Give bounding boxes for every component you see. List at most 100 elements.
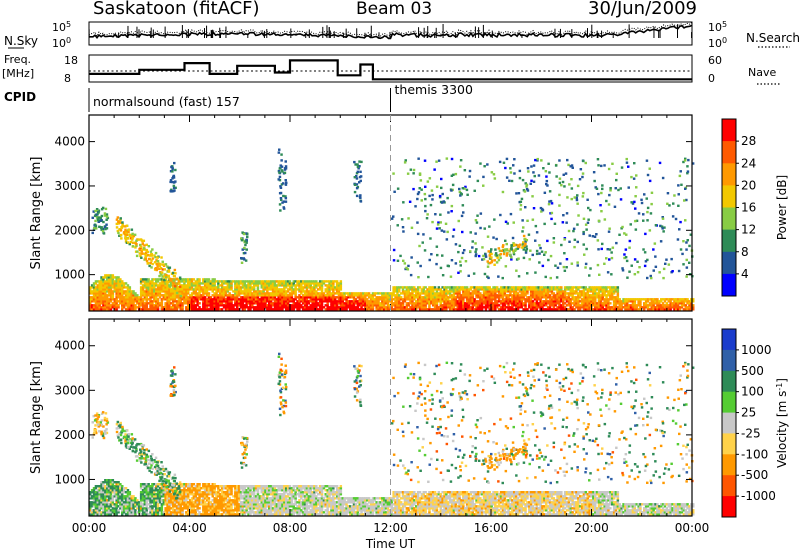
echo-cell xyxy=(330,284,333,287)
echo-cell xyxy=(234,296,237,299)
echo-cell xyxy=(307,306,311,309)
echo-cell xyxy=(356,294,360,297)
echo-cell xyxy=(155,280,158,283)
echo-cell xyxy=(164,286,167,289)
echo-cell xyxy=(241,308,245,311)
echo-cell xyxy=(625,233,628,236)
echo-cell xyxy=(514,306,518,309)
echo-cell xyxy=(350,300,354,303)
echo-cell xyxy=(431,220,434,224)
echo-cell xyxy=(571,296,574,299)
echo-cell xyxy=(337,284,341,287)
echo-cell xyxy=(90,489,94,492)
echo-cell xyxy=(111,503,115,506)
echo-cell xyxy=(106,511,109,514)
echo-cell xyxy=(492,173,496,176)
echo-cell xyxy=(486,260,489,263)
echo-cell xyxy=(528,286,531,289)
echo-cell xyxy=(309,308,312,311)
echo-cell xyxy=(594,186,597,189)
echo-cell xyxy=(554,300,557,303)
echo-cell xyxy=(580,306,584,309)
echo-cell xyxy=(203,306,207,309)
echo-cell xyxy=(458,187,461,191)
echo-cell xyxy=(98,505,101,508)
echo-cell xyxy=(533,174,536,178)
echo-cell xyxy=(335,304,339,307)
echo-cell xyxy=(473,304,476,307)
echo-cell xyxy=(100,501,103,504)
echo-cell xyxy=(244,243,247,247)
echo-cell xyxy=(682,263,685,266)
echo-cell xyxy=(578,290,582,293)
echo-cell xyxy=(117,304,120,307)
echo-cell xyxy=(237,302,241,305)
echo-cell xyxy=(283,286,286,289)
echo-cell xyxy=(94,511,98,514)
echo-cell xyxy=(245,306,248,309)
echo-cell xyxy=(417,191,421,194)
echo-cell xyxy=(586,198,589,201)
echo-cell xyxy=(428,302,431,305)
echo-cell xyxy=(256,306,260,309)
echo-cell xyxy=(445,288,448,291)
echo-cell xyxy=(275,280,279,283)
echo-cell xyxy=(281,296,284,299)
echo-cell xyxy=(546,296,550,299)
echo-cell xyxy=(285,284,288,287)
echo-cell xyxy=(171,278,174,281)
echo-cell xyxy=(169,279,172,282)
echo-cell xyxy=(303,298,307,301)
echo-cell xyxy=(416,221,419,224)
echo-cell xyxy=(576,194,579,197)
echo-cell xyxy=(151,284,154,287)
echo-cell xyxy=(181,298,184,301)
echo-cell xyxy=(309,282,312,285)
echo-cell xyxy=(98,306,101,309)
echo-cell xyxy=(603,304,606,307)
echo-cell xyxy=(145,280,148,283)
echo-cell xyxy=(252,286,256,289)
echo-cell xyxy=(98,296,101,299)
echo-cell xyxy=(107,294,111,297)
echo-cell xyxy=(426,298,429,301)
echo-cell xyxy=(546,294,550,297)
echo-cell xyxy=(205,286,209,289)
echo-cell xyxy=(479,298,482,301)
echo-cell xyxy=(570,197,573,201)
echo-cell xyxy=(420,199,423,202)
echo-cell xyxy=(386,292,390,295)
echo-cell xyxy=(292,280,295,283)
echo-cell xyxy=(424,204,427,208)
echo-cell xyxy=(497,300,501,303)
echo-cell xyxy=(584,296,588,299)
echo-cell xyxy=(428,294,431,297)
echo-cell xyxy=(275,286,279,289)
echo-cell xyxy=(139,294,143,297)
echo-cell xyxy=(94,507,98,510)
echo-cell xyxy=(320,284,324,287)
echo-cell xyxy=(90,501,94,504)
echo-cell xyxy=(522,308,525,311)
echo-cell xyxy=(520,292,523,295)
echo-cell xyxy=(386,308,390,311)
echo-cell xyxy=(454,286,458,289)
echo-cell xyxy=(539,206,543,210)
echo-cell xyxy=(573,238,577,241)
echo-cell xyxy=(94,505,98,508)
echo-cell xyxy=(286,296,290,299)
echo-cell xyxy=(447,306,450,309)
echo-cell xyxy=(525,239,529,242)
noise-right-tick-high: 105 xyxy=(708,20,727,34)
echo-cell xyxy=(388,296,392,299)
echo-cell xyxy=(220,282,224,285)
echo-cell xyxy=(549,276,552,280)
echo-cell xyxy=(332,294,335,297)
echo-cell xyxy=(548,304,552,307)
echo-cell xyxy=(102,483,105,486)
echo-cell xyxy=(450,174,454,177)
echo-cell xyxy=(213,282,216,285)
echo-cell xyxy=(236,286,239,289)
noise-right-tick-low: 100 xyxy=(708,36,727,50)
echo-cell xyxy=(144,257,148,261)
